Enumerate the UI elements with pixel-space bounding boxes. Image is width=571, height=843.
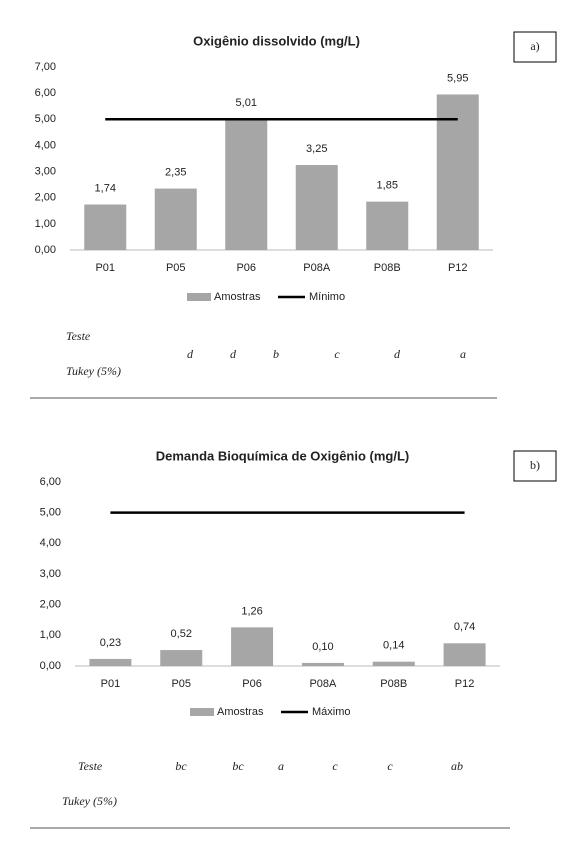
data-label: 0,14: [383, 640, 404, 652]
y-tick-label: 6,00: [40, 476, 61, 488]
tukey-label: Tukey (5%): [66, 364, 121, 378]
legend-label: Amostras: [217, 706, 264, 718]
bar: [372, 661, 415, 666]
bar: [366, 201, 409, 250]
bar: [154, 188, 197, 250]
tukey-letter: bc: [175, 759, 187, 773]
bar: [225, 119, 268, 250]
bar: [231, 627, 274, 666]
x-tick-label: P08A: [309, 678, 337, 690]
y-tick-label: 5,00: [40, 507, 61, 519]
y-tick-label: 4,00: [35, 139, 56, 151]
y-tick-label: 0,00: [40, 660, 61, 672]
bar: [84, 204, 127, 250]
tukey-label: Teste: [78, 759, 103, 773]
x-tick-label: P08A: [303, 262, 331, 274]
x-tick-label: P06: [236, 262, 256, 274]
chart-title: Demanda Bioquímica de Oxigênio (mg/L): [156, 448, 410, 463]
data-label: 0,23: [100, 637, 121, 649]
legend-label: Mínimo: [309, 291, 345, 303]
tukey-letter: d: [230, 347, 237, 361]
bar: [295, 165, 338, 250]
tukey-letter: d: [394, 347, 401, 361]
panel-label: a): [530, 39, 539, 53]
panel-box: [513, 450, 557, 482]
y-tick-label: 2,00: [40, 599, 61, 611]
tukey-letter: c: [334, 347, 340, 361]
bar: [443, 643, 486, 666]
data-label: 0,74: [454, 621, 475, 633]
bar: [436, 94, 479, 250]
legend-swatch: [187, 293, 211, 301]
tukey-letter: a: [278, 759, 284, 773]
y-tick-label: 6,00: [35, 87, 56, 99]
tukey-letter: c: [332, 759, 338, 773]
tukey-letter: bc: [232, 759, 244, 773]
y-tick-label: 5,00: [35, 113, 56, 125]
data-label: 5,95: [447, 72, 468, 84]
data-label: 0,10: [312, 641, 333, 653]
y-tick-label: 1,00: [40, 629, 61, 641]
tukey-label: Tukey (5%): [62, 794, 117, 808]
bar: [160, 650, 203, 666]
y-tick-label: 1,00: [35, 218, 56, 230]
panel-box: [513, 31, 557, 63]
x-tick-label: P05: [166, 262, 186, 274]
panel-label: b): [530, 458, 540, 472]
data-label: 3,25: [306, 143, 327, 155]
tukey-letter: d: [187, 347, 194, 361]
y-tick-label: 4,00: [40, 537, 61, 549]
data-label: 1,85: [377, 180, 398, 192]
y-tick-label: 3,00: [40, 568, 61, 580]
y-tick-label: 0,00: [35, 244, 56, 256]
tukey-letter: ab: [451, 759, 463, 773]
legend-label: Amostras: [214, 291, 261, 303]
bar: [89, 658, 132, 666]
x-tick-label: P01: [95, 262, 115, 274]
tukey-label: Teste: [66, 329, 91, 343]
x-tick-label: P12: [448, 262, 468, 274]
chart-title: Oxigênio dissolvido (mg/L): [193, 33, 360, 48]
y-tick-label: 2,00: [35, 192, 56, 204]
x-tick-label: P06: [242, 678, 262, 690]
x-tick-label: P08B: [380, 678, 407, 690]
x-tick-label: P12: [455, 678, 475, 690]
tukey-letter: c: [387, 759, 393, 773]
y-tick-label: 7,00: [35, 61, 56, 73]
y-tick-label: 3,00: [35, 165, 56, 177]
legend-label: Máximo: [312, 706, 351, 718]
bar: [301, 662, 344, 666]
data-label: 0,52: [171, 628, 192, 640]
data-label: 5,01: [236, 97, 257, 109]
tukey-letter: b: [273, 347, 279, 361]
tukey-letter: a: [460, 347, 466, 361]
data-label: 1,26: [241, 605, 262, 617]
x-tick-label: P01: [101, 678, 121, 690]
legend-swatch: [190, 708, 214, 716]
x-tick-label: P08B: [374, 262, 401, 274]
x-tick-label: P05: [171, 678, 191, 690]
data-label: 2,35: [165, 166, 186, 178]
data-label: 1,74: [95, 182, 116, 194]
